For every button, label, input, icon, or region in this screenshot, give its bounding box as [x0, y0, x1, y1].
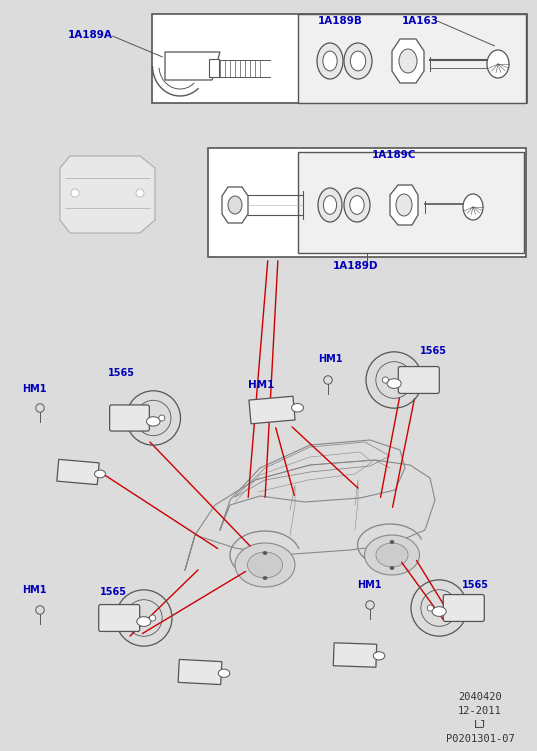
Ellipse shape	[487, 50, 509, 78]
Ellipse shape	[159, 415, 165, 421]
FancyBboxPatch shape	[444, 595, 484, 621]
Ellipse shape	[390, 541, 394, 544]
Text: 12-2011: 12-2011	[458, 706, 502, 716]
Ellipse shape	[324, 376, 332, 385]
Ellipse shape	[95, 470, 105, 478]
Text: HM1: HM1	[318, 354, 343, 364]
Ellipse shape	[344, 188, 370, 222]
Text: P0201301-07: P0201301-07	[446, 734, 514, 744]
Bar	[298, 14, 526, 103]
Text: 1A189A: 1A189A	[68, 30, 113, 40]
FancyBboxPatch shape	[398, 366, 439, 394]
Polygon shape	[222, 187, 248, 223]
Text: HM1: HM1	[248, 380, 274, 390]
Text: 1A189D: 1A189D	[333, 261, 379, 271]
Ellipse shape	[390, 566, 394, 569]
Text: 1565: 1565	[108, 368, 135, 378]
Polygon shape	[165, 52, 220, 80]
Ellipse shape	[463, 194, 483, 220]
Ellipse shape	[382, 377, 388, 383]
Ellipse shape	[147, 417, 160, 426]
Bar	[209, 59, 219, 77]
Ellipse shape	[263, 551, 267, 554]
Bar	[152, 14, 527, 103]
Ellipse shape	[323, 196, 337, 214]
Text: 1565: 1565	[462, 580, 489, 590]
Text: 2040420: 2040420	[458, 692, 502, 702]
Text: HM1: HM1	[22, 384, 47, 394]
Polygon shape	[333, 643, 377, 667]
Ellipse shape	[366, 601, 374, 609]
Text: HM1: HM1	[357, 580, 381, 590]
Ellipse shape	[136, 189, 144, 197]
Ellipse shape	[365, 535, 419, 575]
Ellipse shape	[376, 543, 408, 567]
Polygon shape	[60, 156, 155, 233]
Polygon shape	[249, 397, 295, 424]
Ellipse shape	[396, 194, 412, 216]
Polygon shape	[178, 659, 222, 685]
Ellipse shape	[235, 543, 295, 587]
Ellipse shape	[71, 189, 79, 197]
Ellipse shape	[218, 669, 230, 677]
Ellipse shape	[344, 43, 372, 79]
Text: 1A163: 1A163	[402, 16, 439, 26]
Ellipse shape	[36, 404, 44, 412]
FancyBboxPatch shape	[110, 405, 149, 431]
Ellipse shape	[373, 652, 385, 660]
Text: 1A189B: 1A189B	[318, 16, 363, 26]
Ellipse shape	[150, 615, 156, 621]
Text: 1A189C: 1A189C	[372, 150, 417, 160]
Ellipse shape	[323, 51, 337, 71]
Ellipse shape	[350, 51, 366, 71]
Polygon shape	[392, 39, 424, 83]
Bar	[208, 148, 526, 257]
Ellipse shape	[350, 196, 364, 214]
Ellipse shape	[292, 403, 303, 412]
Ellipse shape	[228, 196, 242, 214]
Text: HM1: HM1	[22, 585, 47, 595]
Text: 1565: 1565	[100, 587, 127, 597]
Text: LJ: LJ	[474, 720, 486, 730]
Ellipse shape	[36, 606, 44, 614]
Ellipse shape	[263, 577, 267, 580]
Text: 1565: 1565	[420, 346, 447, 356]
FancyBboxPatch shape	[99, 605, 140, 632]
Ellipse shape	[432, 607, 446, 617]
Ellipse shape	[248, 552, 282, 578]
Ellipse shape	[387, 379, 401, 388]
Ellipse shape	[427, 605, 433, 611]
Ellipse shape	[317, 43, 343, 79]
Bar	[298, 152, 524, 253]
Ellipse shape	[137, 617, 151, 626]
Polygon shape	[390, 185, 418, 225]
Ellipse shape	[399, 49, 417, 73]
Polygon shape	[57, 460, 99, 484]
Ellipse shape	[318, 188, 342, 222]
